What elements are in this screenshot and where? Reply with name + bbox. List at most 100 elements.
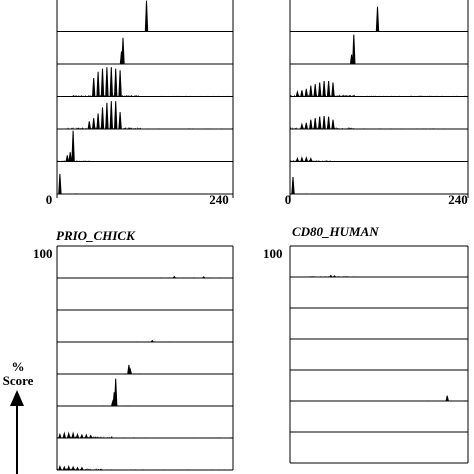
trace-peak: [92, 118, 96, 130]
trace-noise: [57, 341, 233, 342]
trace-peak: [309, 157, 313, 162]
trace-noise: [56, 373, 234, 374]
trace-peak: [114, 101, 118, 130]
trace-peak: [313, 84, 317, 97]
trace-peak: [58, 173, 62, 195]
x-tick-240-top-right: 240: [448, 192, 468, 207]
trace-row: [290, 6, 468, 32]
trace-peak: [322, 81, 326, 97]
trace-peak: [100, 68, 105, 97]
trace-peak: [67, 431, 71, 439]
trace-peak: [62, 465, 66, 471]
trace-peak: [144, 0, 149, 32]
trace-peak: [89, 434, 93, 439]
y-axis-percent-label: %: [12, 359, 25, 374]
panel-title-cd80-human: CD80_HUMAN: [292, 224, 379, 239]
trace-row: [57, 275, 234, 279]
trace-row: [289, 395, 469, 402]
trace-row: [289, 156, 469, 162]
x-tick-0-top-right: 0: [285, 192, 292, 207]
trace-peak: [318, 82, 322, 97]
y-axis-arrow-icon: [10, 390, 24, 474]
y-axis-score-label: Score: [3, 373, 34, 388]
panel-frame: [289, 245, 469, 463]
trace-row: [289, 81, 469, 97]
trace-peak: [322, 115, 326, 130]
trace-peak: [332, 275, 337, 278]
trace-peak: [300, 156, 304, 162]
trace-row: [56, 67, 234, 97]
panel-frame: [56, 245, 234, 470]
trace-row: [290, 274, 469, 278]
trace-peak: [352, 34, 356, 65]
trace-noise: [56, 193, 234, 194]
trace-peak: [313, 118, 317, 130]
trace-peak: [304, 88, 308, 97]
trace-row: [56, 431, 234, 439]
trace-peak: [202, 276, 206, 279]
trace-noise: [56, 160, 234, 162]
trace-peak: [331, 119, 335, 130]
trace-peak: [172, 275, 176, 279]
trace-peak: [295, 157, 300, 162]
trace-row: [289, 115, 469, 130]
trace-row: [57, 339, 233, 343]
trace-peak: [300, 90, 304, 97]
trace-row: [56, 378, 234, 407]
trace-peak: [331, 82, 335, 97]
trace-peak: [58, 464, 62, 471]
trace-noise: [289, 193, 468, 194]
trace-peak: [96, 113, 100, 130]
trace-peak: [92, 77, 96, 97]
trace-peak: [58, 432, 62, 439]
trace-row: [289, 176, 468, 195]
trace-peak: [111, 399, 115, 407]
trace-peak: [119, 51, 124, 65]
trace-peak: [62, 431, 66, 439]
trace-peak: [300, 122, 304, 130]
trace-peak: [304, 156, 308, 162]
trace-peak: [295, 89, 300, 97]
trace-peak: [80, 466, 84, 471]
trace-noise: [56, 95, 234, 97]
trace-peak: [118, 70, 122, 97]
trace-peak: [291, 176, 295, 195]
trace-peak: [75, 466, 80, 471]
trace-peak: [65, 155, 69, 162]
trace-row: [56, 173, 234, 195]
trace-peak: [114, 68, 118, 97]
trace-peak: [128, 367, 132, 375]
trace-peak: [326, 81, 331, 97]
trace-noise: [289, 160, 469, 162]
trace-peak: [326, 116, 331, 130]
trace-peak: [75, 432, 80, 439]
y-top-label-prio-chick: 100: [33, 246, 53, 261]
panel-title-prio-chick: PRIO_CHICK: [56, 228, 136, 243]
trace-peak: [71, 130, 75, 162]
trace-peak: [84, 433, 88, 439]
trace-peak: [309, 85, 313, 97]
trace-peak: [445, 395, 449, 402]
trace-peak: [304, 122, 308, 130]
trace-row: [56, 101, 234, 130]
panel-top-left: [56, 0, 234, 198]
trace-row: [57, 0, 233, 32]
trace-row: [56, 130, 234, 162]
trace-peak: [80, 433, 84, 439]
trace-peak: [68, 152, 72, 162]
x-tick-0-top-left: 0: [46, 192, 53, 207]
trace-peak: [118, 111, 122, 130]
y-top-label-cd80-human: 100: [263, 246, 283, 261]
trace-noise: [291, 276, 469, 277]
trace-peak: [318, 116, 322, 130]
panel-frame: [289, 0, 469, 194]
panel-top-right: [289, 0, 469, 198]
trace-row: [57, 37, 233, 65]
trace-peak: [105, 67, 109, 97]
trace-peak: [375, 6, 380, 32]
trace-peak: [96, 71, 100, 97]
trace-peak: [67, 464, 71, 471]
trace-row: [56, 364, 234, 375]
panel-cd80-human: [289, 245, 469, 464]
trace-peak: [71, 431, 75, 439]
